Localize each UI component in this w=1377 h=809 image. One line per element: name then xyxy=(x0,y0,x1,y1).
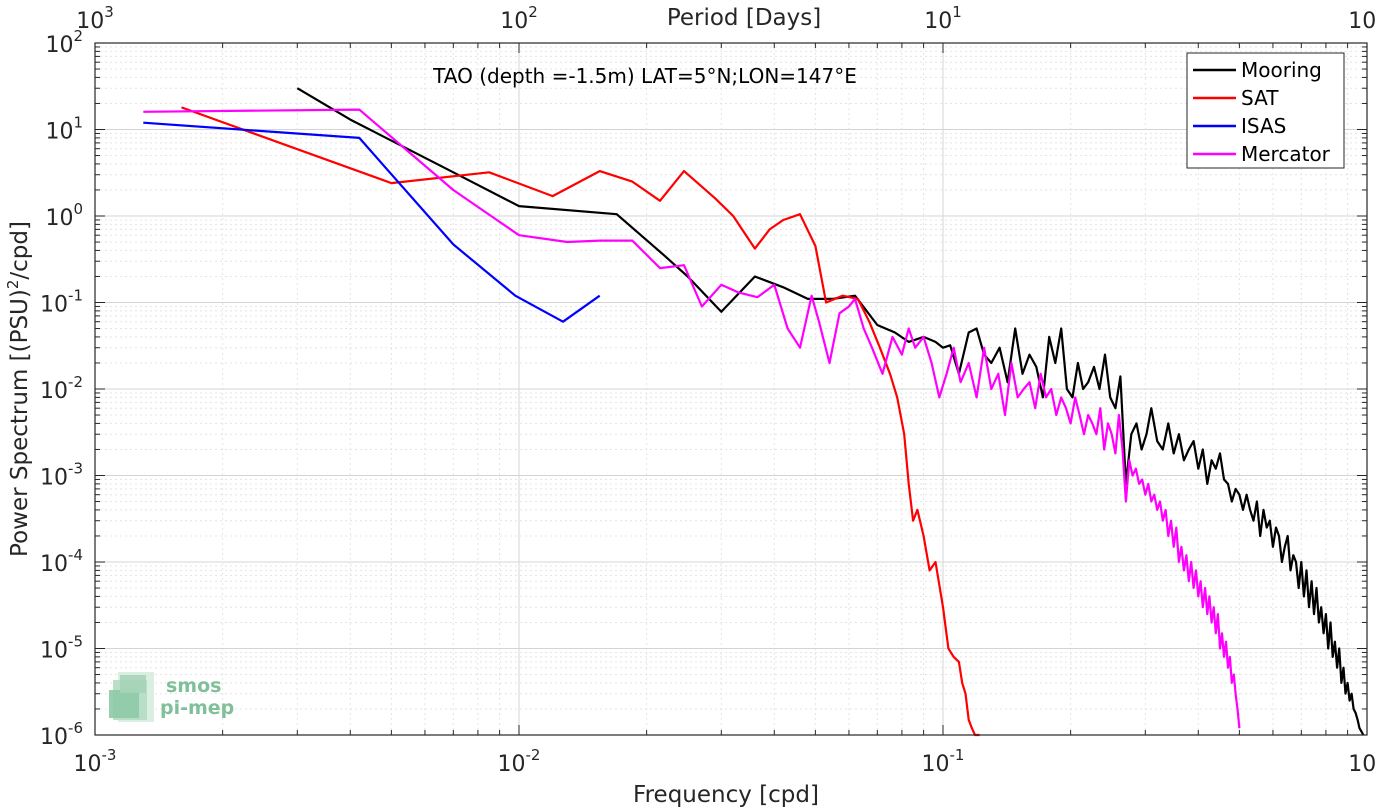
legend-box xyxy=(1186,52,1345,169)
top-tick-label: 103 xyxy=(76,3,114,34)
legend-label-isas: ISAS xyxy=(1241,114,1286,138)
legend-label-sat: SAT xyxy=(1241,86,1279,110)
top-axis-label: Period [Days] xyxy=(667,5,821,31)
y-tick-label: 102 xyxy=(45,27,83,58)
top-tick-label: 101 xyxy=(924,3,962,34)
y-tick-label: 10-2 xyxy=(40,373,83,404)
x-tick-label: 10-3 xyxy=(74,746,117,777)
x-axis-label: Frequency [cpd] xyxy=(633,782,819,808)
y-axis-label-tail: /cpd] xyxy=(7,221,33,280)
logo-icon xyxy=(109,672,154,722)
ticks xyxy=(94,43,1367,736)
tick-labels: 10-310-210-110010310210110010-610-510-41… xyxy=(40,3,1377,777)
y-axis-label: Power Spectrum [(PSU)2/cpd] xyxy=(4,221,33,557)
y-axis-label-sup: 2 xyxy=(4,280,22,290)
x-tick-label: 10-1 xyxy=(922,746,965,777)
y-tick-label: 10-1 xyxy=(40,287,83,318)
top-tick-label: 102 xyxy=(500,3,538,34)
logo-text-smos: smos xyxy=(166,675,221,697)
legend: Mooring SAT ISAS Mercator xyxy=(1186,52,1345,169)
y-tick-label: 100 xyxy=(45,200,83,231)
chart-title: TAO (depth =-1.5m) LAT=5°N;LON=147°E xyxy=(432,64,857,88)
y-tick-label: 101 xyxy=(45,114,83,145)
series-line-mercator xyxy=(143,108,1241,729)
y-axis-label-main: Power Spectrum [(PSU) xyxy=(7,289,33,557)
logo-text-pi-mep: pi-mep xyxy=(160,697,234,719)
y-tick-label: 10-4 xyxy=(40,546,83,577)
legend-label-mooring: Mooring xyxy=(1241,58,1322,82)
legend-label-mercator: Mercator xyxy=(1241,142,1331,166)
y-tick-label: 10-3 xyxy=(40,460,83,491)
x-tick-label: 10-2 xyxy=(498,746,541,777)
smos-pi-mep-logo: smos pi-mep xyxy=(109,672,234,722)
grid xyxy=(94,43,1367,736)
series-line-isas xyxy=(143,121,601,323)
y-tick-label: 10-6 xyxy=(40,719,83,750)
series-layer xyxy=(143,87,1365,737)
y-tick-label: 10-5 xyxy=(40,633,83,664)
